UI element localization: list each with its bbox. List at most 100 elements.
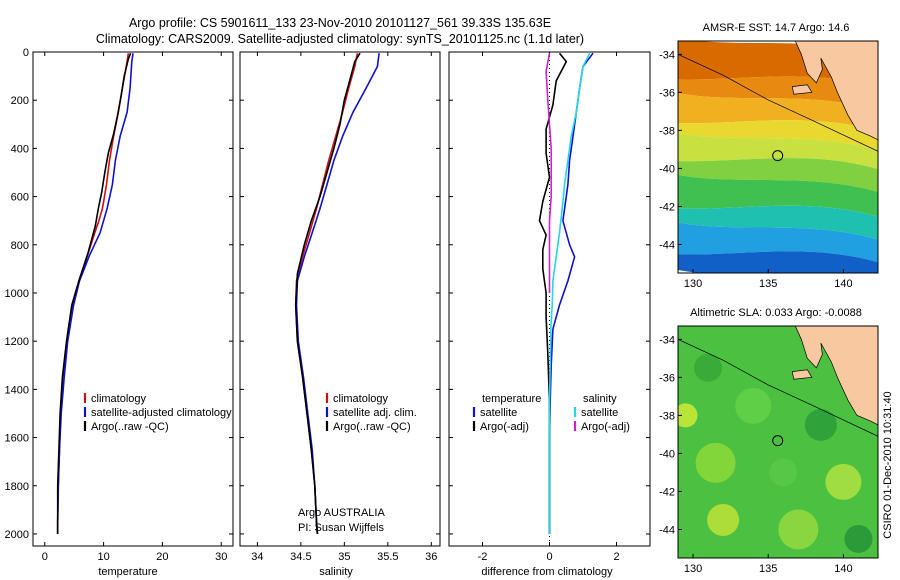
depth-tick-label: 0 xyxy=(23,47,29,59)
sla-anomaly-blob xyxy=(695,442,736,483)
sla_map-ytick-label: -42 xyxy=(659,486,675,498)
sla_map-ytick-label: -38 xyxy=(659,410,675,422)
temperature-xtick-label: 30 xyxy=(215,551,227,563)
sla-anomaly-blob xyxy=(778,509,819,550)
temperature-series-line-2 xyxy=(56,52,132,534)
sst-color-band xyxy=(678,93,878,132)
depth-tick-label: 1800 xyxy=(5,481,29,493)
sst_map-shelf-contour xyxy=(678,53,878,152)
sst_map-xtick-label: 135 xyxy=(759,278,777,290)
sla_map-field xyxy=(678,326,878,558)
sst-color-band xyxy=(678,174,878,217)
sla_map-xtick-label: 135 xyxy=(759,563,777,575)
header-line1: Argo profile: CS 5901611_133 23-Nov-2010… xyxy=(129,16,551,30)
salinity-xtick-label: 34.5 xyxy=(290,551,311,563)
sla_map-xtick-label: 130 xyxy=(684,563,702,575)
sst_map-xtick-label: 130 xyxy=(684,278,702,290)
sla_map-ytick-label: -40 xyxy=(659,448,675,460)
depth-tick-label: 1200 xyxy=(5,336,29,348)
pi-annotation: PI: Susan Wijffels xyxy=(298,522,384,534)
difference-legend-sal-satellite-label: satellite xyxy=(581,407,618,419)
sla-anomaly-blob xyxy=(825,463,862,500)
difference-legend-temp-satellite-label: satellite xyxy=(480,407,517,419)
sst_map-xtick-label: 140 xyxy=(834,278,852,290)
sst-color-band xyxy=(678,76,878,111)
depth-tick-label: 800 xyxy=(11,240,29,252)
sla_map-ytick-label: -44 xyxy=(659,524,675,536)
temperature-legend-argo-label: Argo(..raw -QC) xyxy=(91,421,169,433)
temperature-xtick-label: 10 xyxy=(97,551,109,563)
difference-legend-temperature-title: temperature xyxy=(482,393,541,405)
depth-tick-label: 1400 xyxy=(5,384,29,396)
sst-color-band xyxy=(678,205,878,240)
header-line2: Climatology: CARS2009. Satellite-adjuste… xyxy=(96,32,584,46)
temperature-legend-climatology-label: climatology xyxy=(91,393,147,405)
sla-anomaly-blob xyxy=(707,503,740,536)
temperature-xtick-label: 0 xyxy=(42,551,48,563)
difference-series-line-0 xyxy=(548,52,594,534)
sst-color-band xyxy=(678,222,878,263)
temperature-axes-box xyxy=(32,51,234,547)
salinity-xtick-label: 36 xyxy=(425,551,437,563)
temperature-series-line-1 xyxy=(56,53,134,534)
sst_map-land xyxy=(794,41,878,141)
depth-tick-label: 200 xyxy=(11,95,29,107)
sst_map-argo-marker xyxy=(772,150,784,162)
sla_map-land xyxy=(794,326,878,426)
sst_map-ytick-label: -38 xyxy=(659,125,675,137)
sst_map-frame xyxy=(677,40,879,274)
sst-map-title: AMSR-E SST: 14.7 Argo: 14.6 xyxy=(703,22,850,34)
sla_map-shelf-contour xyxy=(678,338,878,437)
sla_map-argo-marker xyxy=(772,435,784,447)
sla-map-panel: Altimetric SLA: 0.033 Argo: -0.0088 130 1… xyxy=(659,307,879,575)
sst-color-band xyxy=(678,158,878,192)
sla-map-title: Altimetric SLA: 0.033 Argo: -0.0088 xyxy=(690,307,862,319)
sst_map-ytick-label: -36 xyxy=(659,87,675,99)
sla_map-frame xyxy=(677,325,879,559)
temperature-legend-satellite-label: satellite-adjusted climatology xyxy=(91,407,232,419)
sst_map-ytick-label: -40 xyxy=(659,163,675,175)
depth-tick-label: 2000 xyxy=(5,529,29,541)
salinity-xlabel: salinity xyxy=(319,566,353,578)
salinity-legend-climatology-label: climatology xyxy=(333,393,389,405)
sla-anomaly-blob xyxy=(769,458,798,487)
sla-anomaly-blob xyxy=(735,387,772,424)
salinity-series-line-2 xyxy=(294,52,361,535)
difference-legend-temp-argo-label: Argo(-adj) xyxy=(480,421,529,433)
difference-legend-salinity-title: salinity xyxy=(583,393,617,405)
sst_map-ytick-label: -34 xyxy=(659,49,675,61)
difference-series-line-3 xyxy=(545,53,553,293)
temperature-panel: temperature 0 10 20 30 0 200 400 600 800 1000 1200… xyxy=(5,47,234,578)
difference-xlabel: difference from climatology xyxy=(481,566,613,578)
depth-tick-label: 600 xyxy=(11,192,29,204)
sla-anomaly-blob xyxy=(844,524,873,553)
sla-anomaly-blob xyxy=(804,408,837,441)
sla_map-ytick-label: -36 xyxy=(659,372,675,384)
difference-xtick-label: -2 xyxy=(478,551,488,563)
salinity-series-line-1 xyxy=(295,53,380,535)
sst-color-band xyxy=(678,251,878,273)
side-timestamp: CSIRO 01-Dec-2010 10:31:40 xyxy=(882,391,894,538)
sst_map-kangaroo-island xyxy=(791,84,813,95)
sla_map-ytick-label: -34 xyxy=(659,334,675,346)
difference-legend-sal-argo-label: Argo(-adj) xyxy=(581,421,630,433)
sst_map-ytick-label: -44 xyxy=(659,239,675,251)
temperature-series-line-0 xyxy=(56,53,130,534)
salinity-legend-satellite-label: satellite adj. clim. xyxy=(333,407,417,419)
sst_map-field xyxy=(678,41,878,273)
temperature-xtick-label: 20 xyxy=(156,551,168,563)
sst_map-ytick-label: -42 xyxy=(659,201,675,213)
difference-series-line-2 xyxy=(548,52,591,534)
sla_map-kangaroo-island xyxy=(791,369,813,380)
depth-tick-label: 1600 xyxy=(5,433,29,445)
salinity-xtick-label: 35.5 xyxy=(377,551,398,563)
salinity-axes-box xyxy=(239,51,441,547)
salinity-legend-argo-label: Argo(..raw -QC) xyxy=(333,421,411,433)
sst-map-panel: AMSR-E SST: 14.7 Argo: 14.6 130 135 140 -34… xyxy=(659,22,879,290)
salinity-xtick-label: 35 xyxy=(338,551,350,563)
difference-xtick-label: 0 xyxy=(546,551,552,563)
sla-anomaly-blob xyxy=(678,403,698,428)
difference-panel: difference from climatology -2 0 2 temperat… xyxy=(448,51,651,578)
sla-anomaly-blob xyxy=(694,353,723,382)
